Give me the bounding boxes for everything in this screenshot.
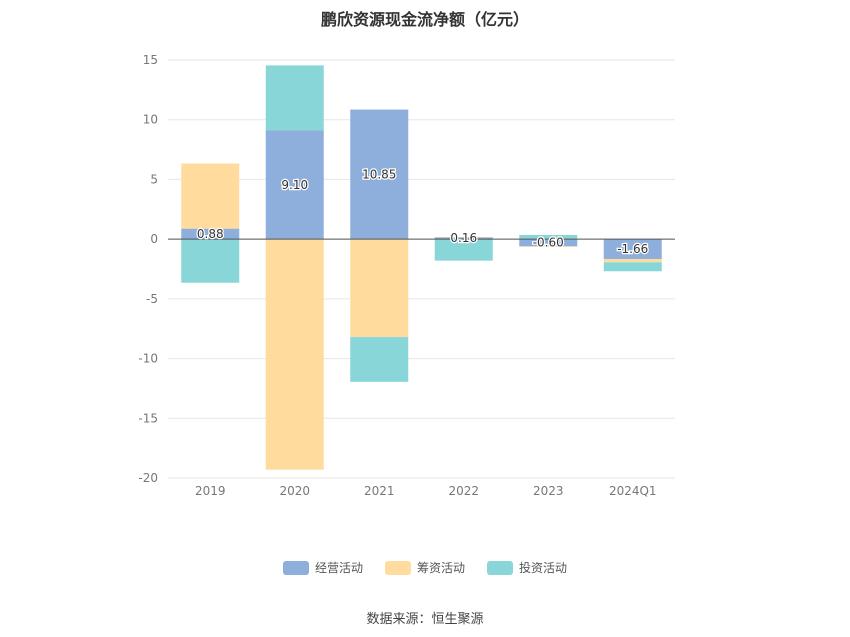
legend-item[interactable]: 投资活动 xyxy=(487,559,567,576)
bar-投资活动-2022 xyxy=(434,239,493,261)
data-label: 0.16 xyxy=(450,231,477,245)
y-tick-label: -10 xyxy=(138,352,158,366)
bar-筹资活动-2021 xyxy=(350,239,409,338)
x-tick-label: 2019 xyxy=(195,484,226,498)
bar-经营活动-2020 xyxy=(265,130,324,240)
axes: 15 10 5 0 -5 -10 -15 -20 2019 2020 2021 2022 2023 202… xyxy=(138,53,675,498)
bar-投资活动-2020 xyxy=(265,65,324,131)
bar-投资活动-2023 xyxy=(519,234,578,240)
legend: 经营活动 筹资活动 投资活动 xyxy=(0,559,850,576)
y-tick-label: 0 xyxy=(150,232,158,246)
legend-label: 投资活动 xyxy=(519,561,568,575)
legend-swatch xyxy=(487,560,513,575)
x-tick-label: 2024Q1 xyxy=(609,484,657,498)
x-tick-label: 2023 xyxy=(533,484,564,498)
legend-label: 筹资活动 xyxy=(416,561,465,575)
x-tick-label: 2022 xyxy=(448,484,479,498)
bar-筹资活动-2024Q1 xyxy=(603,258,662,263)
data-label: 0.88 xyxy=(197,227,224,241)
data-label: 9.10 xyxy=(281,178,308,192)
bar-经营活动-2022 xyxy=(434,237,493,240)
data-label: 10.85 xyxy=(362,167,396,181)
legend-item[interactable]: 筹资活动 xyxy=(384,559,465,576)
legend-swatch xyxy=(282,560,309,575)
bar-投资活动-2019 xyxy=(181,239,240,283)
y-tick-label: 5 xyxy=(150,172,158,186)
data-source-note: 数据来源：恒生聚源 xyxy=(366,612,484,627)
bar-经营活动-2024Q1 xyxy=(603,239,662,259)
y-tick-label: 15 xyxy=(143,53,158,67)
bar-经营活动-2021 xyxy=(350,109,409,240)
bar-投资活动-2024Q1 xyxy=(603,262,662,272)
bars xyxy=(181,65,662,470)
legend-item[interactable]: 经营活动 xyxy=(282,559,363,576)
bar-筹资活动-2020 xyxy=(265,239,324,470)
bar-筹资活动-2022 xyxy=(434,236,493,238)
y-tick-label: 10 xyxy=(143,113,158,127)
x-tick-label: 2021 xyxy=(364,484,395,498)
chart-title: 鹏欣资源现金流净额（亿元） xyxy=(320,10,529,29)
bar-筹资活动-2019 xyxy=(181,163,240,229)
y-tick-label: -5 xyxy=(146,292,158,306)
bar-经营活动-2019 xyxy=(181,228,240,240)
grid-lines xyxy=(168,59,675,479)
bar-投资活动-2021 xyxy=(350,337,409,382)
y-tick-label: -20 xyxy=(138,471,158,485)
legend-swatch xyxy=(384,560,411,575)
bar-经营活动-2023 xyxy=(519,239,578,247)
data-labels: 0.88 9.10 10.85 0.16 -0.60 -1.66 xyxy=(196,166,650,257)
x-tick-label: 2020 xyxy=(279,484,310,498)
bar-筹资活动-2023 xyxy=(519,246,578,247)
data-label: -0.60 xyxy=(533,236,564,250)
data-label: -1.66 xyxy=(617,242,648,256)
y-tick-label: -15 xyxy=(138,411,158,425)
legend-label: 经营活动 xyxy=(314,561,363,575)
